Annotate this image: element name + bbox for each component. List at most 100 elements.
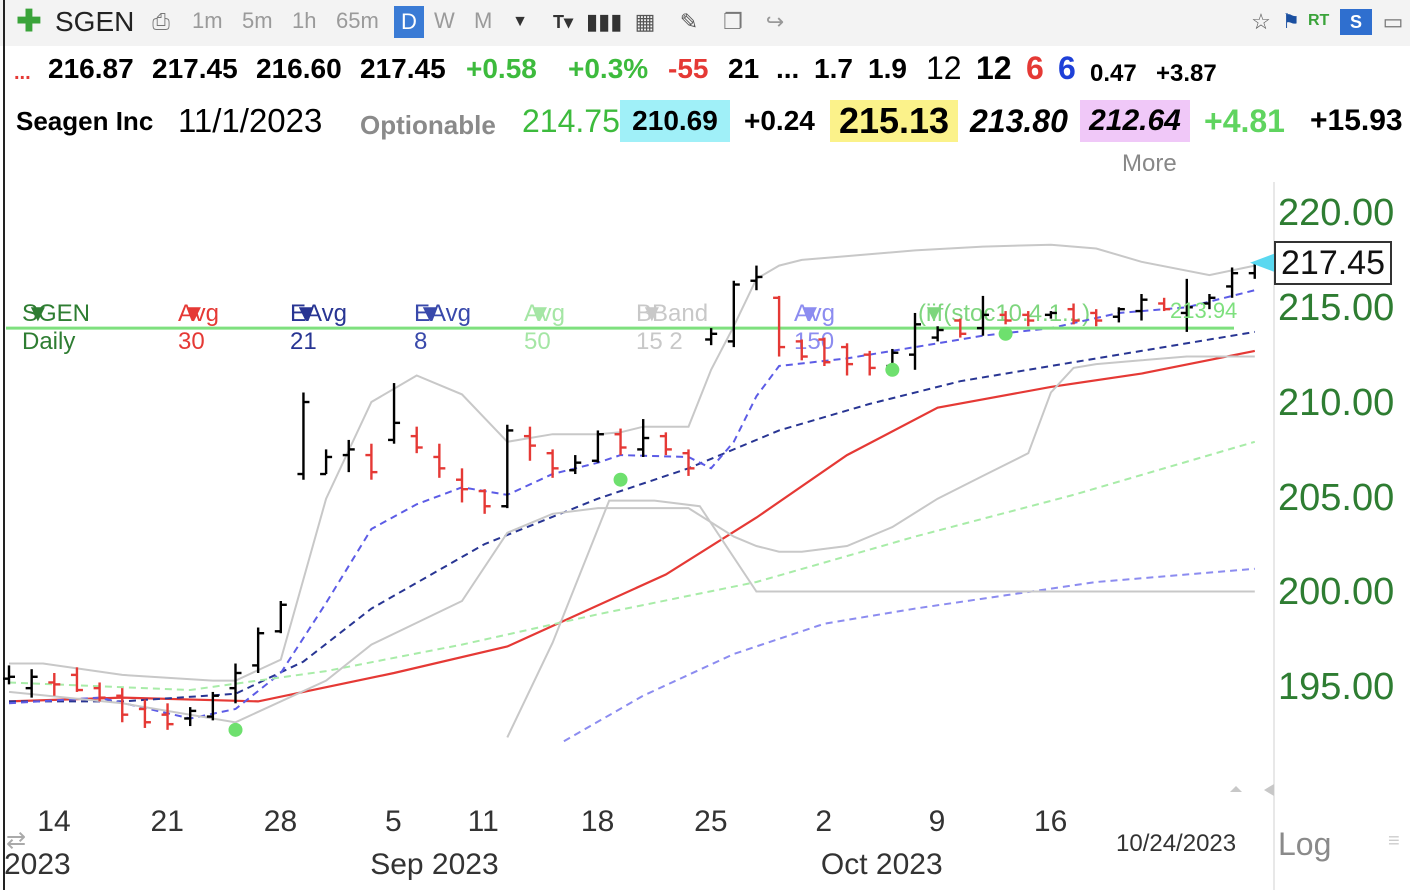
symbol-label[interactable]: SGEN (55, 6, 135, 37)
ohlc-bar (433, 443, 446, 478)
x-tick: 2 (815, 805, 833, 838)
ohlc-bar (252, 627, 265, 673)
ohlc-bar (1044, 311, 1057, 319)
signal-dot (613, 472, 628, 487)
legend-label: (iif(stoc10.4.1...) (918, 300, 1091, 327)
signal-dot (228, 722, 243, 737)
rt-badge[interactable]: RT (1308, 12, 1330, 29)
ohlc-bar (546, 449, 559, 478)
ohlc-bar (1112, 307, 1125, 323)
ohlc-bar (931, 326, 944, 342)
interval-w[interactable]: W (434, 8, 455, 33)
x-tick: 16 (1033, 805, 1068, 838)
quote-v11: +3.87 (1156, 60, 1217, 87)
quote2-v6: 212.64 (1080, 100, 1190, 142)
quote-v7: 12 (976, 50, 1012, 86)
ohlc-bar (569, 455, 582, 475)
ohlc-bar (25, 669, 38, 698)
legend-label: SGEN Daily (22, 300, 91, 355)
interval-65m[interactable]: 65m (336, 8, 379, 33)
y-tick: 215.00 (1278, 287, 1395, 330)
share-arrow-icon[interactable]: ↪ (765, 9, 785, 34)
ohlc-bar (523, 426, 536, 461)
ohlc-bar (727, 280, 740, 348)
ohlc-bar (1158, 297, 1171, 312)
legend-more[interactable]: More (1122, 150, 1177, 177)
log-scale-toggle[interactable]: Log (1278, 826, 1332, 862)
bar-chart-icon[interactable]: ▮▮▮ (586, 9, 623, 34)
scroll-left-icon[interactable] (1264, 784, 1274, 796)
ohlc-bar (705, 328, 718, 346)
quote2-v2: 210.69 (620, 100, 730, 142)
price-marker-group (1250, 253, 1274, 272)
star-icon[interactable]: ☆ (1251, 9, 1271, 34)
current-price-label: 217.45 (1274, 240, 1392, 285)
signal-dots (228, 326, 1013, 737)
quote2-v7: +4.81 (1204, 103, 1285, 139)
interval-1h[interactable]: 1h (292, 8, 317, 33)
series-avg-30 (8, 349, 1256, 703)
quote-lead: ... (14, 62, 31, 84)
chevron-down-icon: ▼ (528, 300, 552, 327)
ohlc-bar (93, 682, 106, 702)
company-name: Seagen Inc (16, 106, 154, 136)
interval-m[interactable]: M (474, 8, 493, 33)
ohlc-bar (659, 432, 672, 456)
chevron-down-icon: ▼ (922, 300, 946, 327)
quote2-v1: 214.75 (522, 103, 620, 139)
print-icon[interactable]: ⎙ (152, 9, 170, 34)
month-label: Oct 2023 (820, 848, 943, 881)
text-tool-icon[interactable]: T▾ (552, 12, 574, 32)
ohlc-bar (456, 468, 468, 503)
ohlc-bar (478, 489, 491, 514)
grid-add-icon[interactable]: ▦ (634, 9, 656, 34)
ohlc-bar (138, 699, 151, 728)
window-restore-icon[interactable]: ▭ (1382, 9, 1404, 34)
s-badge[interactable]: S (1340, 9, 1372, 35)
ohlc-bar (1180, 278, 1193, 332)
interval-1m[interactable]: 1m (192, 8, 223, 33)
flag-icon[interactable]: ⚑ (1282, 11, 1300, 33)
expand-arrows-icon[interactable]: ⇄ (6, 827, 27, 854)
add-symbol-icon[interactable]: ✚ (16, 5, 42, 38)
y-tick: 205.00 (1278, 476, 1395, 519)
ohlc-bar (48, 672, 61, 696)
ohlc-bar (70, 667, 83, 692)
toolbar: ✚ SGEN ⎙ 1m 5m 1h 65m D W M ▼ T▾ ▮▮▮ ▦ ✎… (0, 0, 1410, 46)
ohlc-bar (184, 707, 197, 727)
quote-close: 217.45 (360, 53, 446, 84)
ohlc-bar (365, 443, 378, 480)
quote2-v5: 213.80 (970, 103, 1068, 139)
month-label: 2023 (4, 848, 71, 881)
quote-open: 216.87 (48, 53, 134, 84)
indicator-lines (8, 243, 1256, 743)
legend-label: Avg 150 (794, 300, 835, 355)
legend-label: EAvg 21 (290, 300, 347, 355)
series-eavg-21 (9, 330, 1255, 703)
quote-low: 216.60 (256, 53, 342, 84)
menu-icon[interactable]: ≡ (1388, 830, 1400, 852)
scroll-up-icon[interactable] (1230, 786, 1242, 792)
date-label: 10/24/2023 (1116, 830, 1237, 857)
ohlc-bar (909, 312, 921, 370)
chevron-down-icon: ▼ (640, 300, 664, 327)
ohlc-bar (3, 665, 15, 685)
x-tick: 11 (467, 805, 499, 838)
quote-v10: 0.47 (1090, 60, 1137, 87)
ohlc-bar (229, 663, 242, 704)
x-tick: 18 (580, 805, 615, 838)
pages-icon[interactable]: ❐ (723, 9, 743, 34)
x-tick: 9 (928, 805, 946, 838)
chevron-down-icon: ▼ (182, 300, 206, 327)
chevron-down-icon[interactable]: ▼ (512, 13, 528, 30)
quote-v6: 12 (926, 50, 962, 86)
interval-5m[interactable]: 5m (242, 8, 273, 33)
ohlc-bar (342, 439, 355, 473)
ohlc-bar (795, 339, 808, 361)
series-avg-150 (563, 567, 1255, 743)
series-eavg-8 (8, 289, 1256, 720)
pencil-icon[interactable]: ✎ (679, 9, 699, 34)
interval-d[interactable]: D (394, 6, 424, 38)
ohlc-bar (682, 449, 695, 476)
